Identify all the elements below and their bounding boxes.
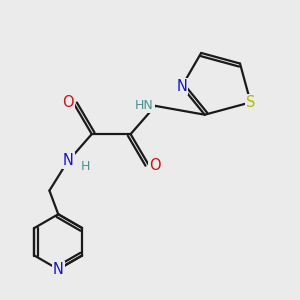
- Text: O: O: [62, 95, 74, 110]
- Text: S: S: [246, 95, 255, 110]
- Text: O: O: [149, 158, 161, 173]
- Text: N: N: [176, 79, 187, 94]
- Text: N: N: [53, 262, 64, 277]
- Text: N: N: [63, 153, 74, 168]
- Text: H: H: [81, 160, 90, 173]
- Text: HN: HN: [135, 99, 154, 112]
